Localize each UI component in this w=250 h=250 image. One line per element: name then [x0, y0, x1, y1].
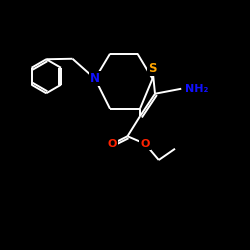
Text: N: N: [90, 72, 100, 85]
Text: O: O: [140, 139, 150, 149]
Text: NH₂: NH₂: [185, 84, 208, 94]
Text: S: S: [148, 62, 157, 75]
Text: O: O: [108, 139, 117, 149]
